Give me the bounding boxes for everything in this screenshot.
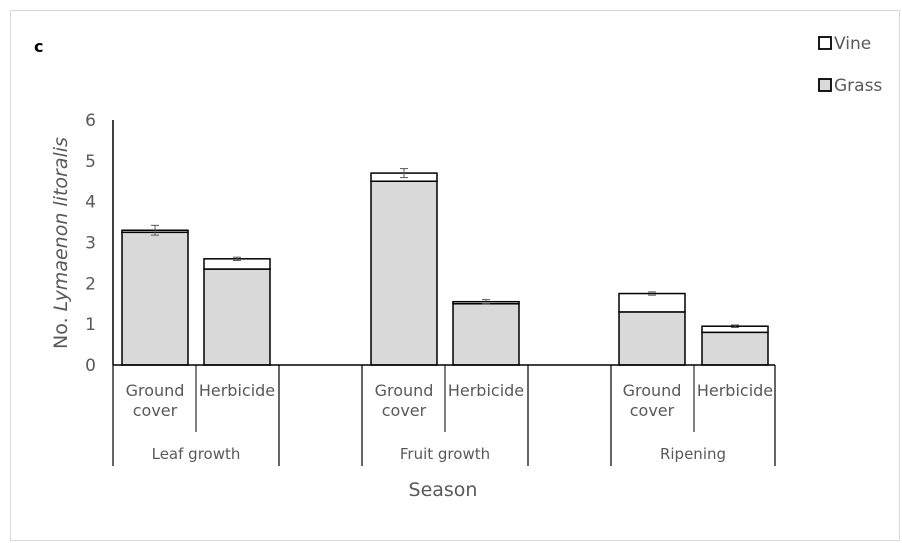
error-bar: [482, 299, 490, 305]
legend-label: Grass: [834, 76, 882, 96]
x-category-label: Herbicide: [697, 381, 773, 400]
x-group-label: Fruit growth: [400, 445, 490, 463]
error-bar: [731, 324, 739, 328]
x-category-label: Herbicide: [199, 381, 275, 400]
bar-grass: [452, 303, 520, 366]
panel-label: c: [34, 37, 43, 56]
x-category-label: Ground cover: [375, 381, 434, 420]
y-tick-label: 6: [85, 111, 96, 131]
bars: [121, 172, 769, 366]
legend-swatch: [818, 78, 832, 92]
y-tick-label: 0: [85, 356, 96, 376]
bar-grass: [701, 331, 769, 366]
error-bar: [400, 168, 408, 179]
y-tick-label: 2: [85, 274, 96, 294]
bar-vine: [618, 292, 686, 313]
y-axis-label-prefix: No.: [50, 311, 72, 349]
error-bar: [648, 291, 656, 296]
bar-grass: [121, 231, 189, 366]
legend-swatch: [818, 36, 832, 50]
legend: Vine Grass: [818, 34, 882, 96]
x-axis-label: Season: [409, 479, 478, 501]
legend-label: Vine: [834, 34, 871, 54]
y-tick-label: 3: [85, 234, 96, 254]
x-axis-lines: [112, 364, 776, 466]
error-bar: [151, 224, 159, 236]
y-axis-label: No. Lymaenon litoralis: [50, 137, 72, 349]
x-group-label: Leaf growth: [152, 445, 241, 463]
error-bar: [233, 256, 241, 261]
y-axis-ticks: 0 1 2 3 4 5 6: [85, 111, 96, 376]
y-tick-label: 4: [85, 193, 96, 213]
x-category-label: Ground cover: [623, 381, 682, 420]
x-category-label: Ground cover: [126, 381, 185, 420]
bar-grass: [370, 180, 438, 366]
x-axis-categories: Ground cover Herbicide Ground cover Herbicide…: [126, 381, 774, 420]
bar-grass: [618, 311, 686, 366]
y-tick-label: 5: [85, 152, 96, 172]
y-tick-label: 1: [85, 315, 96, 335]
x-category-label: Herbicide: [448, 381, 524, 400]
bar-grass: [203, 268, 271, 366]
error-bars: [151, 168, 739, 328]
x-axis-groups: Leaf growth Fruit growth Ripening: [152, 445, 726, 463]
y-axis-label-species: Lymaenon litoralis: [50, 137, 72, 311]
x-group-label: Ripening: [660, 445, 726, 463]
